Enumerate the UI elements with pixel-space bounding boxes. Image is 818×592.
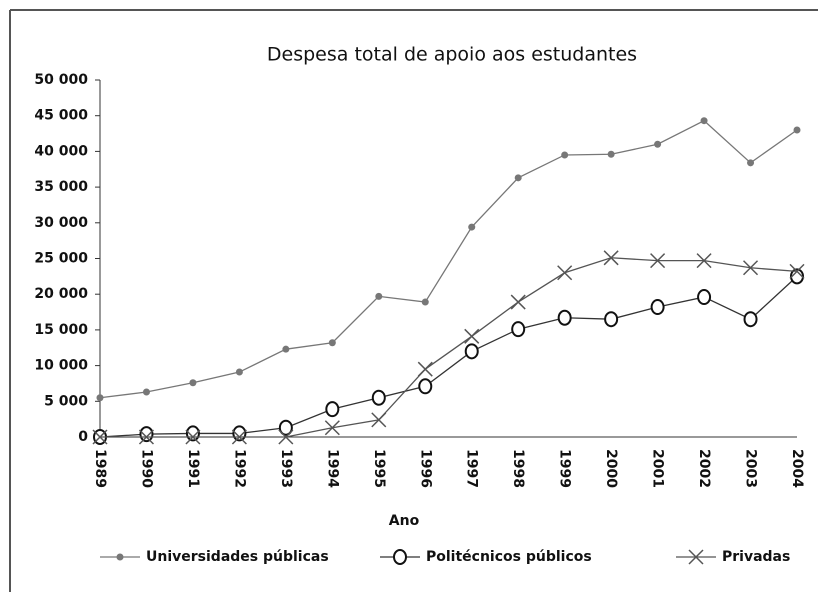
x-tick-label: 1989 (92, 449, 108, 488)
x-tick-label: 2002 (696, 449, 712, 488)
x-tick-label: 1994 (324, 449, 340, 488)
marker (511, 321, 526, 338)
y-tick-label: 20 000 (34, 286, 88, 302)
y-tick-label: 5 000 (44, 393, 88, 409)
marker (514, 174, 522, 182)
marker (789, 263, 805, 279)
marker (371, 412, 387, 428)
marker (138, 429, 154, 445)
marker (557, 309, 572, 326)
marker (325, 401, 340, 418)
marker (421, 298, 429, 306)
marker (743, 311, 758, 328)
marker (607, 150, 615, 158)
x-tick-label: 2003 (743, 449, 759, 488)
marker (697, 289, 712, 306)
x-axis-label: Ano (389, 513, 420, 529)
marker (189, 379, 197, 387)
y-tick-label: 50 000 (34, 72, 88, 88)
marker (464, 343, 479, 360)
x-tick-label: 1992 (231, 449, 247, 488)
series-line (99, 119, 798, 399)
marker (231, 429, 247, 445)
marker (235, 368, 243, 376)
marker (688, 549, 704, 565)
marker (185, 429, 201, 445)
x-tick-label: 2001 (650, 449, 666, 488)
marker (557, 265, 573, 281)
chart-title: Despesa total de apoio aos estudantes (267, 44, 637, 66)
marker (464, 328, 480, 344)
x-tick-label: 1996 (417, 449, 433, 488)
marker (700, 117, 708, 125)
marker (116, 553, 124, 561)
marker (278, 419, 293, 436)
marker (96, 394, 104, 402)
marker (747, 159, 755, 167)
marker (139, 426, 154, 443)
x-tick-label: 1999 (557, 449, 573, 488)
legend-label: Politécnicos públicos (426, 549, 592, 565)
y-tick-label: 10 000 (34, 358, 88, 374)
y-tick-label: 45 000 (34, 108, 88, 124)
marker (743, 260, 759, 276)
x-tick-label: 1991 (185, 449, 201, 488)
y-tick-label: 25 000 (34, 251, 88, 267)
y-tick-label: 30 000 (34, 215, 88, 231)
legend-label: Privadas (722, 549, 790, 565)
marker (375, 292, 383, 300)
x-tick-label: 1995 (371, 449, 387, 488)
marker (142, 388, 150, 396)
marker (468, 223, 476, 231)
marker (793, 126, 801, 134)
marker (328, 339, 336, 347)
marker (654, 140, 662, 148)
marker (603, 250, 619, 266)
y-tick-label: 35 000 (34, 179, 88, 195)
marker (278, 429, 294, 445)
x-tick-label: 1990 (138, 449, 154, 488)
marker (393, 549, 407, 565)
y-tick-label: 40 000 (34, 143, 88, 159)
legend-label: Universidades públicas (146, 549, 329, 565)
marker (324, 420, 340, 436)
x-tick-label: 1993 (278, 449, 294, 488)
marker (561, 151, 569, 159)
marker (282, 345, 290, 353)
marker (696, 253, 712, 269)
marker (604, 311, 619, 328)
y-tick-label: 15 000 (34, 322, 88, 338)
x-tick-label: 2004 (789, 449, 805, 488)
series-line (100, 257, 798, 438)
y-tick-label: 0 (78, 429, 88, 445)
x-tick-label: 1997 (464, 449, 480, 488)
marker (650, 299, 665, 316)
x-tick-label: 2000 (603, 449, 619, 488)
marker (418, 378, 433, 395)
x-tick-label: 1998 (510, 449, 526, 488)
marker (650, 253, 666, 269)
marker (510, 294, 526, 310)
marker (371, 389, 386, 406)
series-line (99, 275, 798, 438)
marker (92, 429, 108, 445)
marker (417, 361, 433, 377)
